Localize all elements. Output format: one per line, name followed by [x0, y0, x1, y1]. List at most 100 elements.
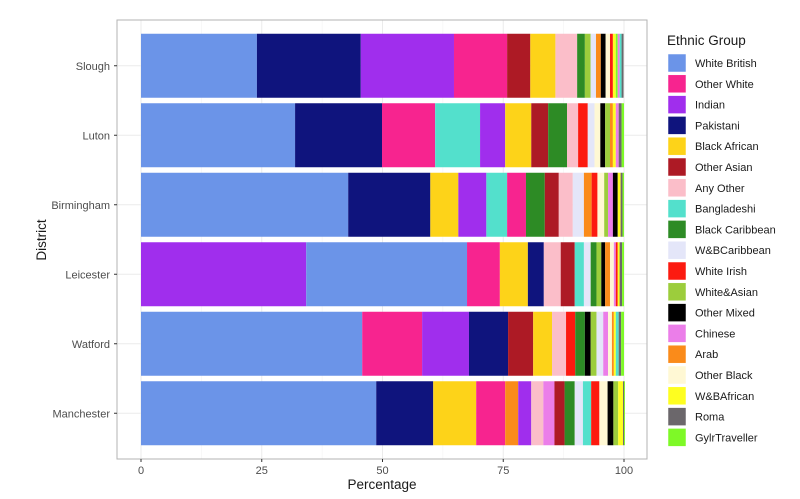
legend-item: Black Caribbean [667, 220, 776, 239]
bar-segment [505, 381, 519, 446]
legend-label: White&Asian [695, 287, 758, 299]
legend-label: Other Mixed [695, 308, 755, 320]
bar-segment [376, 381, 434, 446]
bar-watford [141, 311, 624, 376]
bar-segment [572, 172, 584, 237]
x-axis-title: Percentage [347, 477, 416, 492]
bar-segment [600, 33, 606, 98]
bar-segment [619, 242, 623, 307]
bar-segment [604, 172, 609, 237]
bar-segment [430, 172, 459, 237]
bar-segment [574, 381, 583, 446]
bar-segment [543, 381, 555, 446]
legend-swatch [667, 116, 687, 135]
legend-swatch [667, 136, 687, 156]
legend-label: Indian [695, 100, 725, 112]
legend-label: Arab [695, 349, 718, 361]
x-tick-label: 100 [615, 465, 633, 477]
bar-segment [468, 311, 509, 376]
legend-item: GylrTraveller [667, 428, 758, 447]
y-tick-label: Luton [82, 130, 110, 142]
legend-item: Arab [667, 344, 718, 364]
bar-segment [617, 242, 620, 307]
legend-label: Pakistani [695, 120, 740, 132]
x-tick-label: 25 [256, 465, 268, 477]
legend-swatch [667, 240, 687, 260]
legend-item: Bangladeshi [667, 199, 756, 218]
bar-leicester [141, 242, 624, 307]
bar-luton [141, 103, 624, 168]
bar-segment [623, 381, 624, 446]
bar-segment [507, 33, 531, 98]
y-axis: Slough Luton Birmingham Leicester Watford Man… [51, 61, 117, 420]
legend-label: Other Asian [695, 162, 752, 174]
bar-segment [619, 33, 622, 98]
bar-segment [582, 381, 592, 446]
bar-segment [505, 103, 532, 168]
bar-segment [525, 172, 545, 237]
legend-item: White Irish [667, 261, 747, 281]
bar-manchester [141, 381, 625, 446]
legend-swatch [667, 157, 687, 177]
bar-segment [508, 311, 534, 376]
legend-swatch [667, 282, 687, 302]
bar-segment [599, 381, 608, 446]
bar-segment [597, 172, 605, 237]
legend-item: Indian [667, 95, 725, 114]
bar-segment [613, 311, 616, 376]
bar-segment [531, 381, 544, 446]
bar-segment [609, 103, 613, 168]
legend-label: White Irish [695, 266, 747, 278]
bar-segment [590, 33, 596, 98]
bar-segment [554, 381, 565, 446]
legend-swatch [667, 344, 687, 364]
legend-swatch [667, 95, 687, 114]
legend-label: Any Other [695, 183, 745, 195]
bar-segment [141, 311, 363, 376]
bar-segment [141, 381, 377, 446]
y-tick-label: Birmingham [51, 200, 110, 212]
bar-segment [620, 172, 623, 237]
bar-segment [453, 33, 508, 98]
bar-segment [578, 103, 588, 168]
y-tick-label: Watford [72, 339, 110, 351]
bar-segment [590, 311, 597, 376]
bar-slough [141, 33, 624, 98]
bar-segment [552, 311, 567, 376]
x-tick-label: 0 [138, 465, 144, 477]
bar-segment [615, 311, 619, 376]
bar-segment [605, 242, 610, 307]
bar-segment [306, 242, 468, 307]
bar-segment [480, 103, 506, 168]
legend-item: Pakistani [667, 116, 740, 135]
legend-swatch [667, 386, 687, 406]
legend-label: Black Caribbean [695, 224, 776, 236]
legend-label: Black African [695, 141, 759, 153]
legend-label: W&BAfrican [695, 391, 754, 403]
y-tick-label: Slough [76, 61, 110, 73]
bar-segment [544, 172, 559, 237]
legend-swatch [667, 428, 687, 447]
legend-item: Other Mixed [667, 303, 755, 322]
legend-swatch [667, 303, 687, 322]
y-tick-label: Leicester [65, 269, 110, 281]
bar-segment [605, 33, 610, 98]
bar-segment [348, 172, 431, 237]
bar-segment [621, 103, 624, 168]
bar-segment [141, 172, 349, 237]
legend: Ethnic Group White British Other White Ind… [667, 33, 776, 447]
x-tick-label: 50 [376, 465, 388, 477]
bar-segment [618, 311, 622, 376]
legend-swatch [667, 261, 687, 281]
bar-segment [583, 172, 592, 237]
bar-segment [558, 172, 573, 237]
bar-segment [467, 242, 500, 307]
bar-segment [548, 103, 568, 168]
legend-swatch [667, 365, 687, 385]
legend-item: White&Asian [667, 282, 758, 302]
bar-segment [617, 172, 621, 237]
legend-label: Bangladeshi [695, 204, 756, 216]
bar-segment [612, 103, 616, 168]
bar-segment [591, 381, 600, 446]
